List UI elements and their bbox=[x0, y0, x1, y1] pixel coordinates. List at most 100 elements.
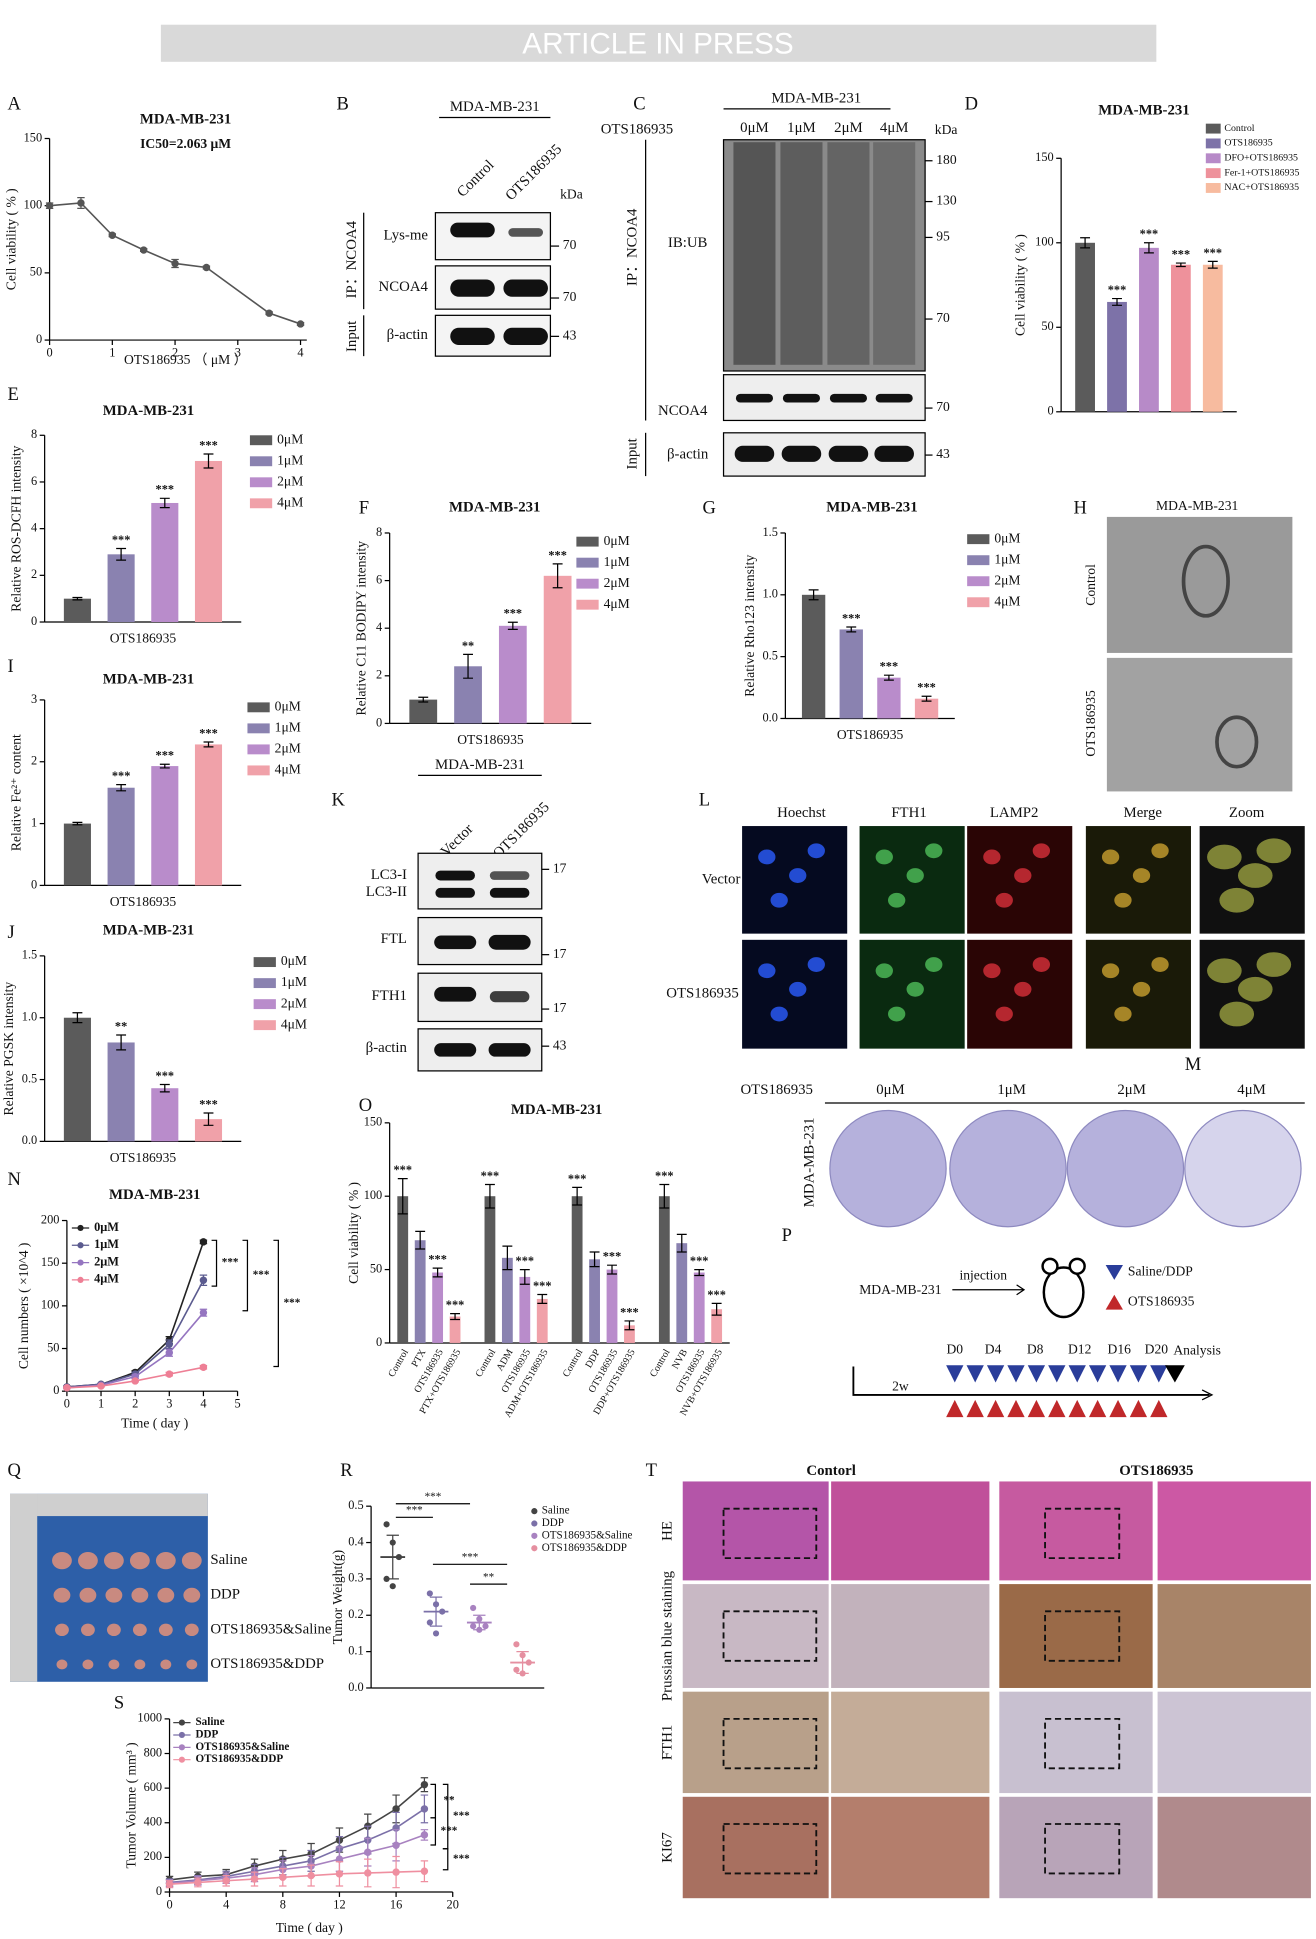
row-label: NCOA4 bbox=[658, 403, 708, 419]
image bbox=[682, 1481, 829, 1581]
legend-marker bbox=[178, 1744, 185, 1751]
point bbox=[432, 1630, 440, 1637]
significance-bracket bbox=[273, 1239, 279, 1368]
significance: *** bbox=[199, 1097, 218, 1111]
significance-bracket bbox=[430, 1783, 437, 1819]
significance: *** bbox=[253, 1269, 270, 1281]
tumor bbox=[157, 1587, 175, 1603]
cell bbox=[758, 963, 776, 979]
y-tick-label: 0.5 bbox=[762, 648, 777, 662]
significance: *** bbox=[603, 1250, 622, 1264]
legend-label: OTS186935 bbox=[1224, 138, 1272, 149]
y-tick-label: 0 bbox=[376, 715, 382, 729]
row-label: IB:UB bbox=[668, 235, 708, 251]
row-label: OTS186935&DDP bbox=[210, 1656, 324, 1672]
lane-label: 1μM bbox=[787, 120, 816, 136]
triangle bbox=[1068, 1399, 1086, 1418]
point bbox=[426, 1590, 433, 1597]
error-bar bbox=[1143, 242, 1154, 254]
legend-label: 4μM bbox=[994, 593, 1020, 608]
triangle bbox=[1105, 1265, 1123, 1280]
significance: *** bbox=[156, 749, 175, 763]
triangle bbox=[966, 1399, 984, 1418]
triangle bbox=[1150, 1365, 1168, 1383]
image bbox=[1157, 1481, 1311, 1581]
tumor bbox=[55, 1623, 69, 1637]
legend-label: Saline bbox=[542, 1505, 570, 1517]
legend-swatch bbox=[253, 999, 276, 1010]
column-label: Hoechst bbox=[777, 805, 826, 821]
bar bbox=[449, 1316, 461, 1343]
zoom-box bbox=[722, 1507, 818, 1560]
zoom-box bbox=[1044, 1610, 1121, 1662]
blot-band bbox=[734, 445, 775, 462]
bar bbox=[1202, 264, 1223, 412]
blot-band bbox=[782, 393, 820, 403]
triangle bbox=[1109, 1365, 1127, 1383]
bar bbox=[658, 1196, 670, 1343]
legend-marker bbox=[77, 1259, 84, 1266]
triangle bbox=[966, 1365, 984, 1383]
point bbox=[199, 1276, 208, 1284]
x-tick-label: 1 bbox=[109, 346, 115, 360]
y-tick-label: 150 bbox=[364, 1115, 383, 1129]
x-tick-label: 4 bbox=[200, 1397, 206, 1411]
legend-label: DDP bbox=[196, 1729, 219, 1741]
panel-letter: B bbox=[336, 93, 348, 114]
blot-band bbox=[434, 1043, 477, 1057]
point bbox=[139, 246, 148, 254]
tumor bbox=[155, 1551, 176, 1570]
point bbox=[97, 1382, 105, 1390]
y-tick-label: 800 bbox=[144, 1745, 163, 1759]
tumor bbox=[129, 1551, 150, 1570]
tumor bbox=[79, 1587, 97, 1603]
y-axis-label: Cell viability ( % ) bbox=[4, 188, 20, 290]
point bbox=[383, 1521, 390, 1528]
colony-plate bbox=[1184, 1109, 1302, 1228]
y-tick-label: 1.5 bbox=[762, 525, 777, 539]
y-tick-label: 0 bbox=[156, 1884, 162, 1898]
panel-letter: H bbox=[1073, 498, 1086, 519]
point bbox=[165, 1349, 174, 1357]
error-bar bbox=[711, 1302, 722, 1316]
day-label: D20 bbox=[1145, 1341, 1169, 1356]
marker: 70 bbox=[936, 399, 950, 414]
organelle bbox=[1181, 544, 1230, 618]
legend-swatch bbox=[576, 599, 599, 610]
bar bbox=[107, 787, 135, 886]
bar bbox=[711, 1309, 723, 1343]
cell bbox=[1151, 957, 1169, 972]
lane-label: OTS186935 bbox=[490, 799, 553, 862]
error-bar bbox=[159, 497, 170, 509]
error-bar bbox=[418, 696, 429, 703]
x-tick-label: 20 bbox=[447, 1897, 459, 1911]
x-tick-label: 8 bbox=[280, 1897, 286, 1911]
legend-swatch bbox=[967, 555, 990, 566]
error-bar bbox=[808, 589, 819, 601]
bar bbox=[484, 1196, 496, 1343]
panel-letter: F bbox=[359, 498, 369, 519]
significance: *** bbox=[690, 1254, 709, 1268]
blot-band bbox=[450, 222, 495, 238]
blot-band bbox=[434, 935, 477, 950]
point bbox=[420, 1867, 429, 1875]
error-bar bbox=[484, 1183, 495, 1209]
y-tick-label: 150 bbox=[1035, 150, 1054, 164]
error-bar bbox=[72, 821, 83, 826]
triangle bbox=[1027, 1399, 1046, 1418]
point bbox=[470, 1623, 477, 1630]
significance: *** bbox=[222, 1257, 239, 1269]
chart-title: MDA-MB-231 bbox=[1098, 103, 1189, 119]
legend-label: 1μM bbox=[604, 554, 630, 569]
mouse-ear bbox=[1041, 1257, 1059, 1275]
bar bbox=[501, 1257, 513, 1343]
error-bar bbox=[473, 1614, 486, 1631]
blot-band bbox=[508, 228, 543, 237]
error-bar bbox=[429, 1596, 443, 1627]
error-bar bbox=[203, 741, 214, 748]
point bbox=[131, 1377, 139, 1385]
y-axis-label: Cell viability ( % ) bbox=[1013, 234, 1029, 336]
cell bbox=[1219, 887, 1255, 913]
panel-letter: L bbox=[699, 790, 710, 811]
cell bbox=[925, 843, 943, 859]
